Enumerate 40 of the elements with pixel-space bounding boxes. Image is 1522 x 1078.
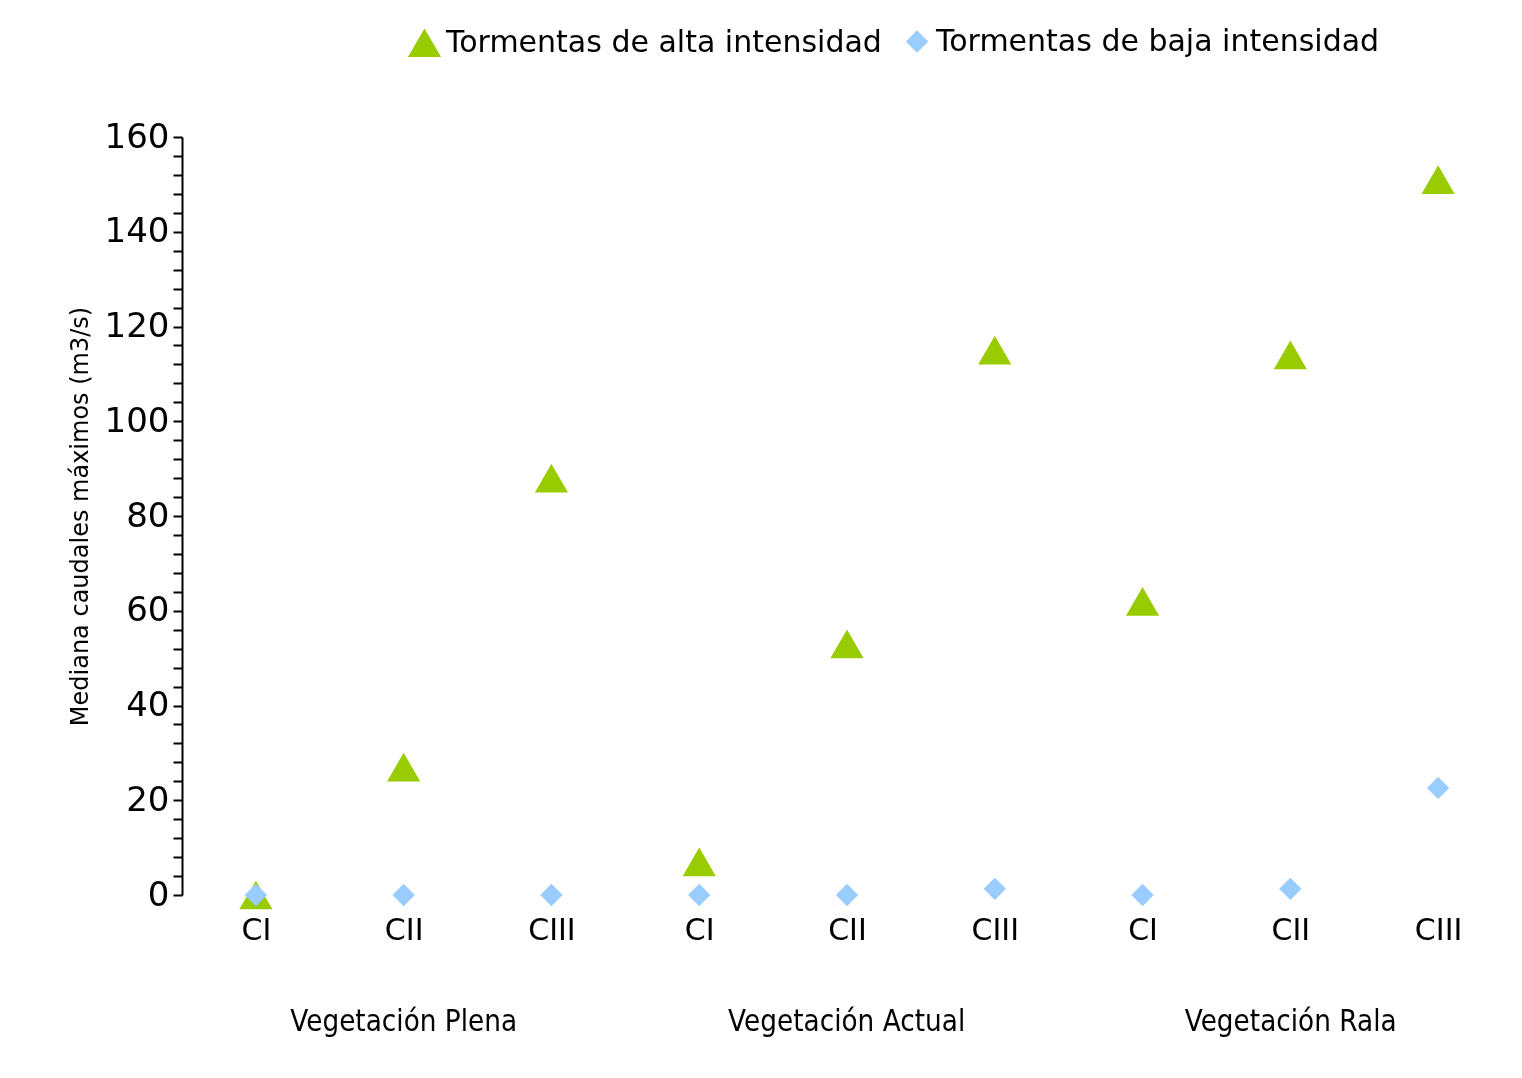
y-tick-label: 0 — [147, 873, 170, 914]
point — [1279, 877, 1302, 901]
point — [1131, 883, 1154, 907]
y-tick-label: 100 — [104, 399, 170, 440]
point — [830, 629, 864, 659]
y-tick-label: 20 — [126, 778, 170, 819]
text: Vegetación Actual — [727, 1002, 967, 1038]
x-tick-label: CII — [384, 911, 424, 947]
legend-label: Tormentas de alta intensidad — [445, 23, 882, 59]
x-tick-label: CI — [241, 911, 272, 947]
point — [983, 877, 1006, 901]
point — [688, 883, 711, 907]
point — [392, 883, 415, 907]
point — [1273, 340, 1307, 370]
x-tick-label: CIII — [971, 911, 1020, 947]
y-axis-title: Mediana caudales máximos (m3/s) — [65, 306, 94, 727]
point — [387, 752, 421, 782]
point — [540, 883, 563, 907]
x-tick-label: CIII — [528, 911, 576, 947]
point — [1125, 586, 1160, 616]
y-tick-label: 40 — [126, 684, 170, 724]
text: Vegetación Plena — [289, 1002, 519, 1038]
text: Vegetación Rala — [1183, 1002, 1398, 1038]
point — [978, 335, 1012, 365]
x-tick-label: CI — [1128, 911, 1158, 947]
y-tick-label: 60 — [126, 589, 170, 630]
point — [1426, 776, 1450, 800]
y-tick-label: 160 — [104, 115, 170, 156]
y-tick-label: 140 — [104, 210, 170, 251]
x-tick-label: CII — [1271, 911, 1311, 947]
point — [534, 463, 569, 493]
y-tick-label: 120 — [104, 305, 170, 345]
x-tick-label: CIII — [1414, 911, 1463, 947]
x-tick-label: CII — [828, 911, 867, 947]
x-tick-label: CI — [684, 911, 715, 947]
point — [835, 883, 859, 907]
y-tick-label: 80 — [126, 494, 170, 535]
point — [682, 847, 716, 877]
point — [1421, 165, 1455, 194]
legend-label: Tormentas de baja intensidad — [935, 22, 1380, 58]
